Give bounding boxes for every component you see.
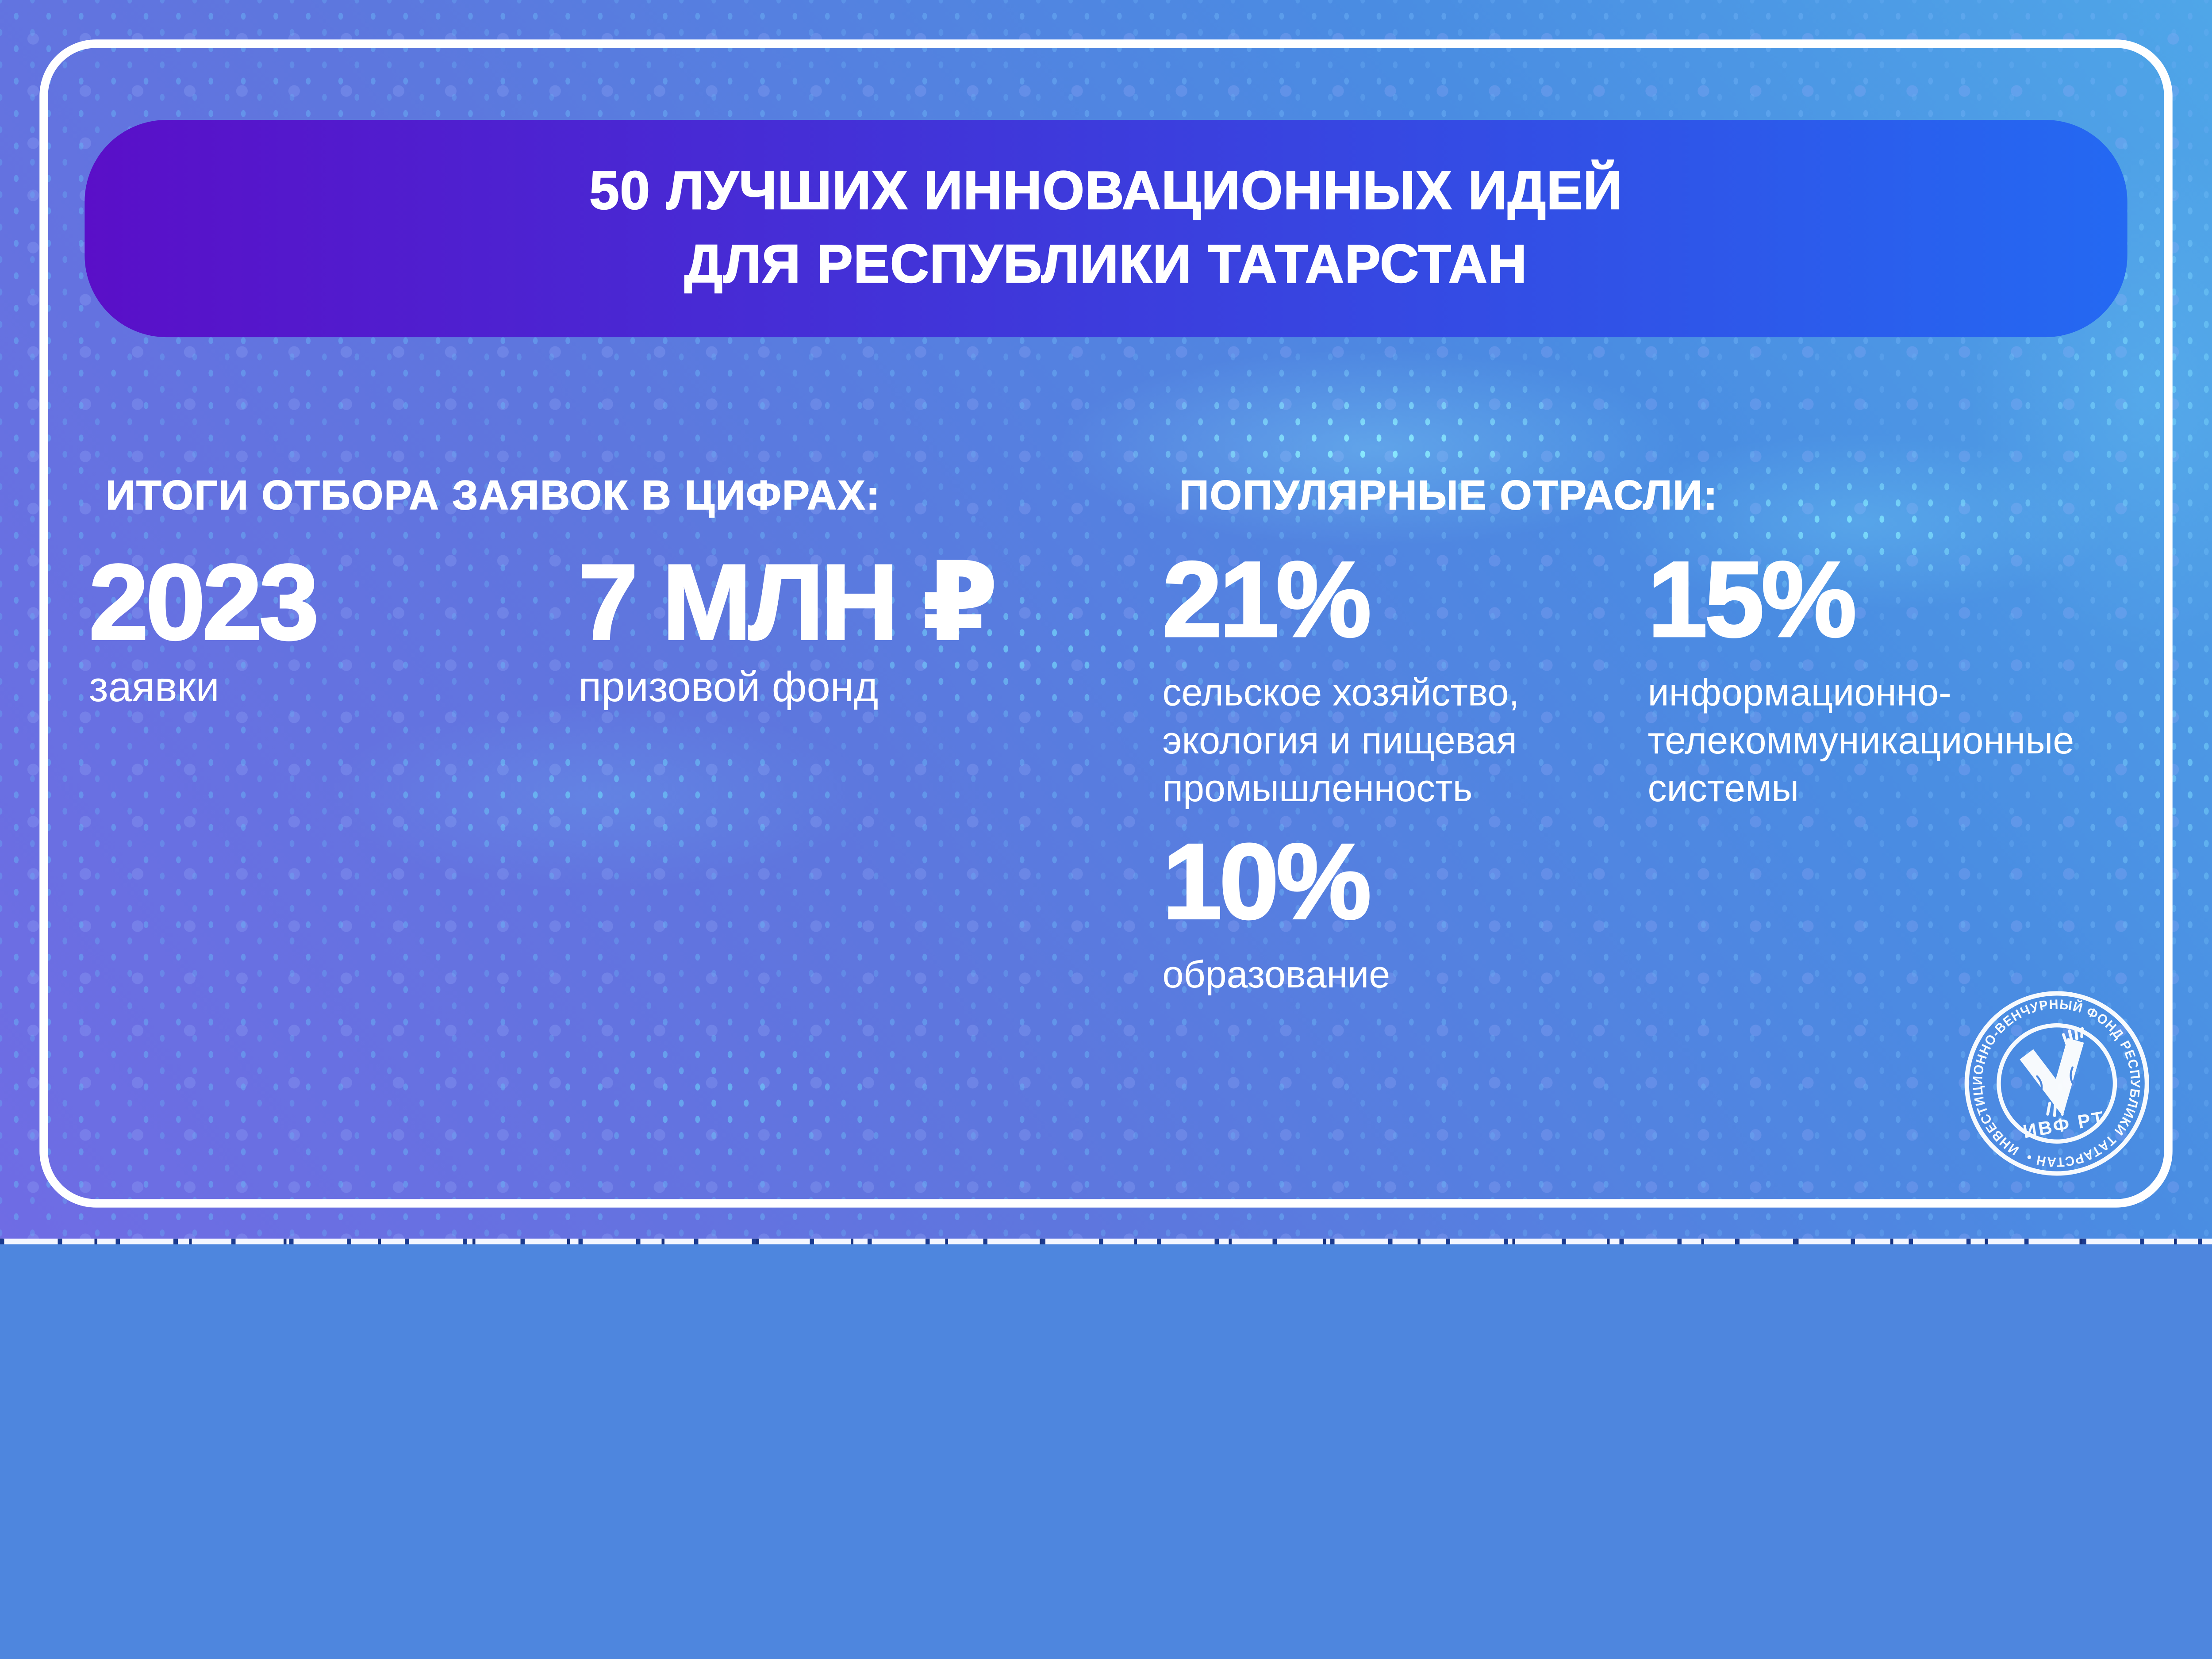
label-line: экология и пищевая <box>1162 719 1517 762</box>
seal-outer-ring <box>1964 991 2149 1176</box>
label-line: информационно- <box>1647 671 1951 714</box>
results-heading: ИТОГИ ОТБОРА ЗАЯВОК В ЦИФРАХ: <box>105 473 881 519</box>
industry-it-telecom: 15% информационно- телекоммуникационные … <box>1647 540 2074 812</box>
stat-applications-label: заявки <box>88 664 219 711</box>
industry-agriculture: 21% сельское хозяйство, экология и пищев… <box>1161 540 1520 812</box>
industry-education-label: образование <box>1163 951 1390 998</box>
v-hands-icon <box>2020 1027 2084 1118</box>
ivf-rt-seal-logo: ИНВЕСТИЦИОННО-ВЕНЧУРНЫЙ ФОНД РЕСПУБЛИКИ … <box>1956 983 2157 1183</box>
industry-education-value: 10% <box>1161 822 1372 943</box>
industry-agriculture-label: сельское хозяйство, экология и пищевая п… <box>1163 668 1520 812</box>
title-line-2: ДЛЯ РЕСПУБЛИКИ ТАТАРСТАН <box>684 234 1528 295</box>
label-line: промышленность <box>1162 767 1473 810</box>
industry-agriculture-value: 21% <box>1161 540 1372 661</box>
seal-abbr-text: ИВФ РТ <box>2021 1107 2107 1143</box>
label-line: телекоммуникационные <box>1647 719 2074 762</box>
stat-applications: 2023 заявки <box>88 543 320 714</box>
industries-heading: ПОПУЛЯРНЫЕ ОТРАСЛИ: <box>1179 473 1718 519</box>
industry-education: 10% образование <box>1161 822 1390 999</box>
title-line-1: 50 ЛУЧШИХ ИННОВАЦИОННЫХ ИДЕЙ <box>589 161 1623 221</box>
infographic-slide: 50 ЛУЧШИХ ИННОВАЦИОННЫХ ИДЕЙ ДЛЯ РЕСПУБЛ… <box>0 0 2212 1244</box>
border-frame <box>39 39 2173 1208</box>
label-line: образование <box>1162 953 1390 996</box>
industry-it-telecom-label: информационно- телекоммуникационные сист… <box>1647 668 2074 812</box>
industry-it-telecom-value: 15% <box>1647 540 1858 661</box>
seal-inner-ring <box>1997 1023 2117 1144</box>
title-banner: 50 ЛУЧШИХ ИННОВАЦИОННЫХ ИДЕЙ ДЛЯ РЕСПУБЛ… <box>84 120 2128 338</box>
bottom-clipped-text-artifact <box>0 1238 2212 1244</box>
stat-prize-fund-label: призовой фонд <box>578 664 879 711</box>
stat-prize-fund-value: 7 МЛН ₽ <box>577 543 998 663</box>
stat-applications-value: 2023 <box>88 543 320 663</box>
label-line: системы <box>1647 767 1799 810</box>
stat-prize-fund: 7 МЛН ₽ призовой фонд <box>577 543 998 714</box>
label-line: сельское хозяйство, <box>1162 671 1520 714</box>
